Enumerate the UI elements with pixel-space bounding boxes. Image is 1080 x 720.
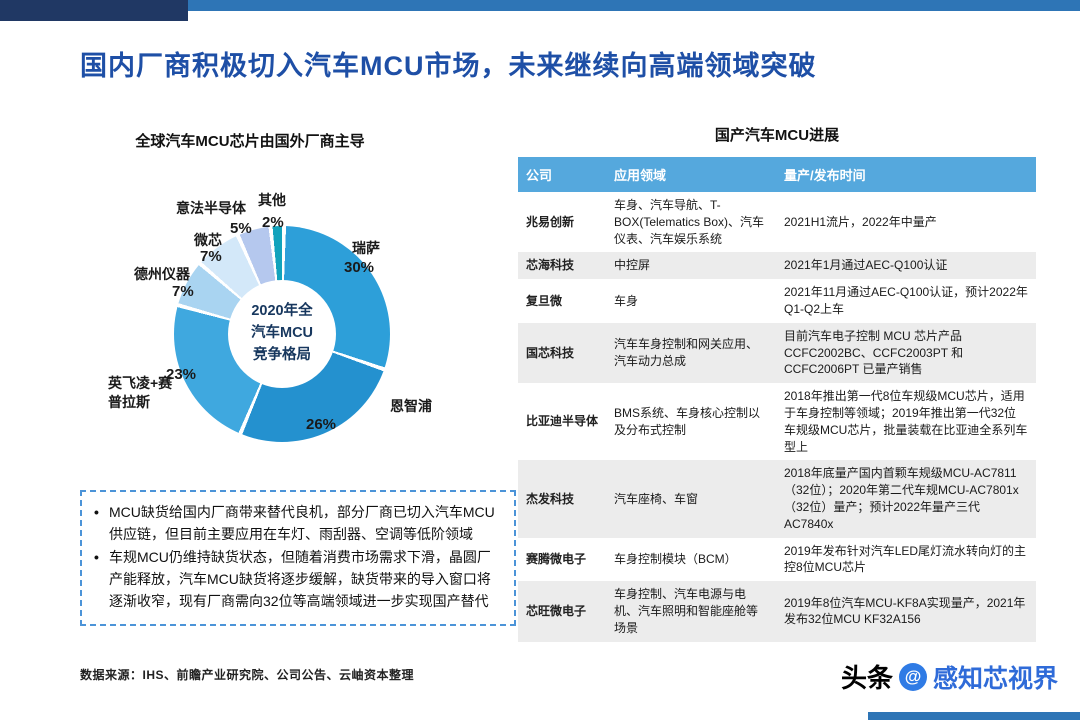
table-row: 芯旺微电子车身控制、汽车电源与电机、汽车照明和智能座舱等场景2019年8位汽车M… — [518, 581, 1036, 641]
slice-label-ti: 德州仪器 — [134, 264, 190, 284]
table-header: 公司 应用领域 量产/发布时间 — [518, 157, 1036, 192]
top-corner-decoration — [0, 0, 188, 21]
table-cell: 2021H1流片，2022年中量产 — [776, 209, 1036, 236]
note-bullet-row: • MCU缺货给国内厂商带来替代良机，部分厂商已切入汽车MCU供应链，但目前主要… — [94, 502, 502, 545]
watermark-handle: 感知芯视界 — [933, 659, 1058, 695]
table-row: 兆易创新车身、汽车导航、T-BOX(Telematics Box)、汽车仪表、汽… — [518, 192, 1036, 252]
mcu-table-rows: 兆易创新车身、汽车导航、T-BOX(Telematics Box)、汽车仪表、汽… — [518, 192, 1036, 642]
bullet-marker: • — [94, 502, 109, 545]
table-row: 比亚迪半导体BMS系统、车身核心控制以及分布式控制2018年推出第一代8位车规级… — [518, 383, 1036, 460]
table-cell: 汽车车身控制和网关应用、汽车动力总成 — [606, 331, 776, 375]
slide: 国内厂商积极切入汽车MCU市场，未来继续向高端领域突破 全球汽车MCU芯片由国外… — [0, 0, 1080, 720]
table-cell: 比亚迪半导体 — [518, 408, 606, 435]
table-cell: 2021年1月通过AEC-Q100认证 — [776, 252, 1036, 279]
table-cell: 车身、汽车导航、T-BOX(Telematics Box)、汽车仪表、汽车娱乐系… — [606, 192, 776, 252]
slice-pct-renesas: 30% — [344, 259, 374, 276]
slice-pct-infineon-cypress: 23% — [166, 366, 196, 383]
table-header-company: 公司 — [518, 157, 606, 192]
table-cell: 杰发科技 — [518, 486, 606, 513]
bullet-marker: • — [94, 547, 109, 612]
table-cell: 车身 — [606, 288, 776, 315]
table-header-application: 应用领域 — [606, 157, 776, 192]
pie-chart-section: 全球汽车MCU芯片由国外厂商主导 2020年全 汽车MCU 竞争格局 瑞萨 30… — [60, 118, 500, 488]
table-row: 国芯科技汽车车身控制和网关应用、汽车动力总成目前汽车电子控制 MCU 芯片产品C… — [518, 323, 1036, 383]
table-cell: BMS系统、车身核心控制以及分布式控制 — [606, 400, 776, 444]
top-band-decoration — [150, 0, 1080, 11]
toutiao-at-icon: @ — [899, 663, 927, 691]
table-row: 赛腾微电子车身控制模块（BCM）2019年发布针对汽车LED尾灯流水转向灯的主控… — [518, 538, 1036, 582]
bottom-strip-decoration — [868, 712, 1080, 720]
watermark-prefix: 头条 — [841, 658, 893, 695]
watermark: 头条 @ 感知芯视界 — [841, 658, 1058, 695]
slice-pct-ti: 7% — [172, 283, 194, 300]
pie-chart-title: 全球汽车MCU芯片由国外厂商主导 — [60, 130, 440, 151]
page-title: 国内厂商积极切入汽车MCU市场，未来继续向高端领域突破 — [80, 44, 817, 83]
table-cell: 2019年8位汽车MCU-KF8A实现量产，2021年发布32位MCU KF32… — [776, 590, 1036, 634]
slice-label-microchip: 微芯 — [194, 230, 222, 250]
table-cell: 赛腾微电子 — [518, 546, 606, 573]
slice-label-nxp: 恩智浦 — [390, 396, 432, 416]
notes-box: • MCU缺货给国内厂商带来替代良机，部分厂商已切入汽车MCU供应链，但目前主要… — [80, 490, 516, 626]
table-cell: 目前汽车电子控制 MCU 芯片产品CCFC2002BC、CCFC2003PT 和… — [776, 323, 1036, 383]
table-cell: 芯旺微电子 — [518, 598, 606, 625]
table-cell: 2018年底量产国内首颗车规级MCU-AC7811（32位）；2020年第二代车… — [776, 460, 1036, 537]
table-title: 国产汽车MCU进展 — [518, 124, 1036, 145]
table-cell: 车身控制、汽车电源与电机、汽车照明和智能座舱等场景 — [606, 581, 776, 641]
note-bullet-row: • 车规MCU仍维持缺货状态，但随着消费市场需求下滑，晶圆厂产能释放，汽车MCU… — [94, 547, 502, 612]
table-cell: 2021年11月通过AEC-Q100认证，预计2022年Q1-Q2上车 — [776, 279, 1036, 323]
table-cell: 2019年发布针对汽车LED尾灯流水转向灯的主控8位MCU芯片 — [776, 538, 1036, 582]
note-bullet: MCU缺货给国内厂商带来替代良机，部分厂商已切入汽车MCU供应链，但目前主要应用… — [109, 502, 502, 545]
slice-label-others: 其他 — [258, 190, 286, 210]
slice-pct-others: 2% — [262, 214, 284, 231]
table-row: 复旦微车身2021年11月通过AEC-Q100认证，预计2022年Q1-Q2上车 — [518, 279, 1036, 323]
table-cell: 汽车座椅、车窗 — [606, 486, 776, 513]
slice-pct-microchip: 7% — [200, 248, 222, 265]
slice-pct-nxp: 26% — [306, 416, 336, 433]
table-section: 国产汽车MCU进展 公司 应用领域 量产/发布时间 兆易创新车身、汽车导航、T-… — [518, 124, 1036, 642]
table-cell: 复旦微 — [518, 288, 606, 315]
table-row: 杰发科技汽车座椅、车窗2018年底量产国内首颗车规级MCU-AC7811（32位… — [518, 460, 1036, 537]
table-cell: 中控屏 — [606, 252, 776, 279]
table-cell: 2018年推出第一代8位车规级MCU芯片，适用于车身控制等领域；2019年推出第… — [776, 383, 1036, 460]
data-source-note: 数据来源：IHS、前瞻产业研究院、公司公告、云岫资本整理 — [80, 666, 414, 683]
slice-label-renesas: 瑞萨 — [352, 238, 380, 258]
slice-label-st: 意法半导体 — [176, 198, 246, 218]
table-header-time: 量产/发布时间 — [776, 157, 1036, 192]
note-bullet: 车规MCU仍维持缺货状态，但随着消费市场需求下滑，晶圆厂产能释放，汽车MCU缺货… — [109, 547, 502, 612]
table-cell: 车身控制模块（BCM） — [606, 546, 776, 573]
table-row: 芯海科技中控屏2021年1月通过AEC-Q100认证 — [518, 252, 1036, 279]
donut-center-label: 2020年全 汽车MCU 竞争格局 — [228, 280, 336, 388]
table-cell: 芯海科技 — [518, 252, 606, 279]
slice-pct-st: 5% — [230, 220, 252, 237]
table-cell: 兆易创新 — [518, 209, 606, 236]
table-cell: 国芯科技 — [518, 340, 606, 367]
